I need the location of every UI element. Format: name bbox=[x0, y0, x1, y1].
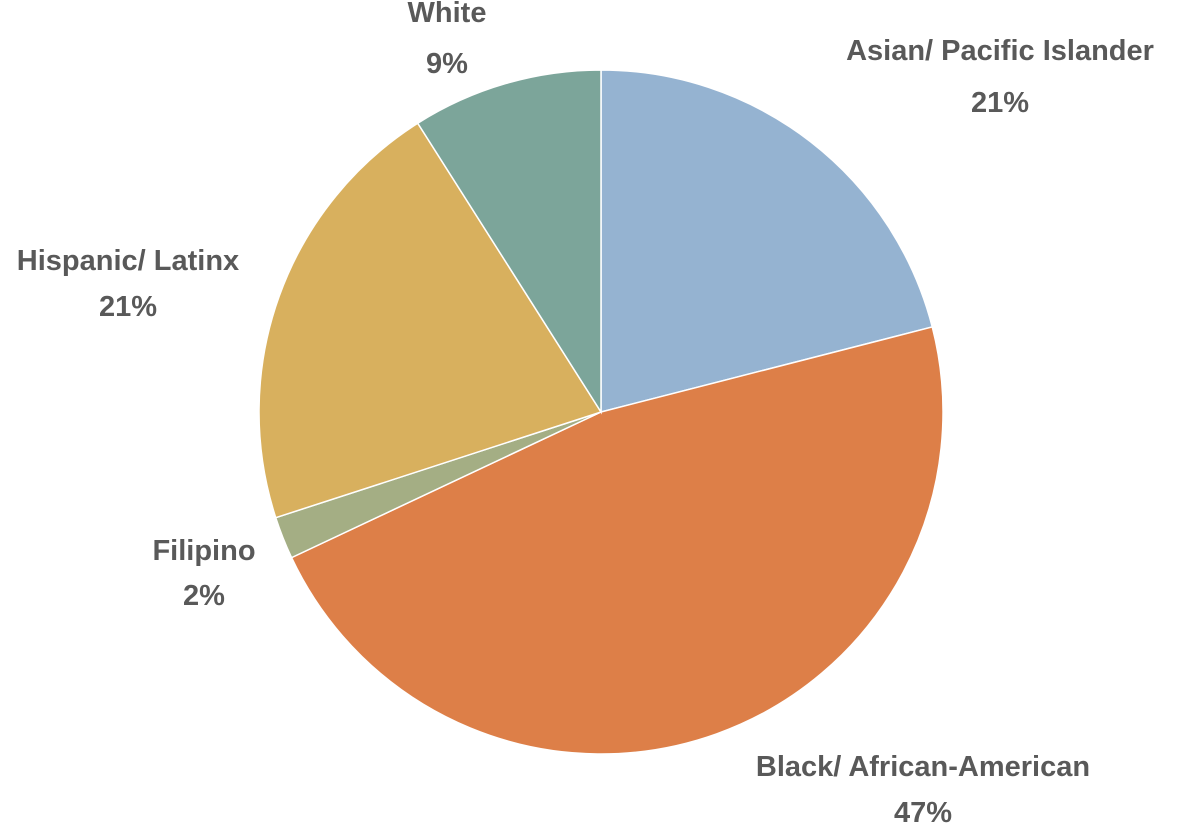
pie-slice-black-african-american bbox=[290, 326, 944, 755]
slice-label-name-black-african-american: Black/ African-American bbox=[756, 751, 1090, 783]
pie-slice-asian-pacific-islander bbox=[600, 69, 934, 413]
slice-label-name-white: White bbox=[408, 0, 487, 29]
slice-label-percent-asian-pacific-islander: 21% bbox=[971, 87, 1029, 119]
slice-label-name-filipino: Filipino bbox=[152, 535, 255, 567]
pie-slice-hispanic-latinx bbox=[258, 122, 603, 519]
pie-slice-white bbox=[416, 69, 602, 415]
slice-label-percent-white: 9% bbox=[426, 48, 468, 80]
pie-slices bbox=[258, 69, 944, 755]
slice-label-percent-filipino: 2% bbox=[183, 580, 225, 612]
slice-label-name-asian-pacific-islander: Asian/ Pacific Islander bbox=[846, 35, 1154, 67]
slice-labels: Asian/ Pacific Islander 21% Black/ African… bbox=[17, 0, 1154, 828]
slice-label-percent-hispanic-latinx: 21% bbox=[99, 291, 157, 323]
slice-label-name-hispanic-latinx: Hispanic/ Latinx bbox=[17, 245, 239, 277]
slice-label-percent-black-african-american: 47% bbox=[894, 797, 952, 828]
